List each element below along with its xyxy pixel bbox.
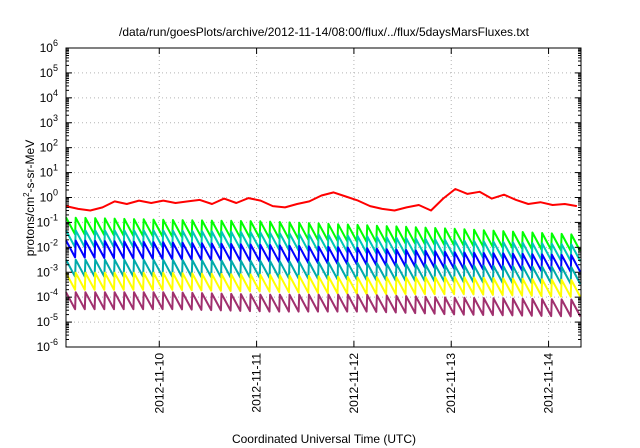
- series-layer: [65, 188, 582, 318]
- x-tick-label: 2012-11-12: [347, 353, 361, 414]
- y-tick-exponent: 5: [53, 63, 58, 73]
- y-tick-label: 10-5: [37, 312, 58, 329]
- series-line-5: [65, 258, 582, 285]
- series-line-4: [65, 239, 582, 273]
- y-tick-label: 100: [40, 188, 58, 205]
- y-tick-exponent: -1: [50, 212, 58, 222]
- y-tick-label: 10-6: [37, 337, 58, 354]
- y-tick-label: 105: [40, 63, 58, 80]
- y-tick-label: 10-4: [37, 287, 58, 304]
- y-tick-label: 10-1: [37, 212, 58, 229]
- series-line-6: [65, 271, 582, 298]
- y-tick-label: 101: [40, 163, 58, 180]
- y-axis-label: protons/cm2-s-sr-MeV: [22, 140, 37, 256]
- y-tick-exponent: 2: [53, 138, 58, 148]
- y-tick-label: 104: [40, 88, 58, 105]
- series-line-1: [65, 188, 578, 212]
- x-axis-label: Coordinated Universal Time (UTC): [232, 432, 416, 446]
- series-line-2: [65, 216, 582, 252]
- y-tick-exponent: 4: [53, 88, 58, 98]
- series-line-3: [65, 229, 582, 263]
- y-tick-exponent: 3: [53, 113, 58, 123]
- y-tick-exponent: -4: [50, 287, 58, 297]
- y-tick-exponent: -2: [50, 237, 58, 247]
- y-tick-label: 102: [40, 138, 58, 155]
- y-tick-exponent: 1: [53, 163, 58, 173]
- y-tick-label: 103: [40, 113, 58, 130]
- x-axis-ticks: 2012-11-10 2012-11-11 2012-11-12 2012-11-13…: [152, 48, 556, 414]
- series-line-7: [65, 291, 582, 318]
- y-tick-exponent: 0: [53, 188, 58, 198]
- y-tick-label: 10-3: [37, 262, 58, 279]
- y-tick-exponent: 6: [53, 38, 58, 48]
- y-tick-exponent: -6: [50, 337, 58, 347]
- y-tick-exponent: -3: [50, 262, 58, 272]
- x-tick-label: 2012-11-13: [444, 353, 458, 414]
- x-tick-label: 2012-11-10: [152, 353, 166, 414]
- y-tick-exponent: -5: [50, 312, 58, 322]
- x-tick-label: 2012-11-14: [542, 353, 556, 414]
- chart-title: /data/run/goesPlots/archive/2012-11-14/0…: [119, 25, 530, 39]
- y-tick-label: 10-2: [37, 237, 58, 254]
- x-tick-label: 2012-11-11: [250, 353, 264, 413]
- y-tick-label: 106: [40, 38, 58, 55]
